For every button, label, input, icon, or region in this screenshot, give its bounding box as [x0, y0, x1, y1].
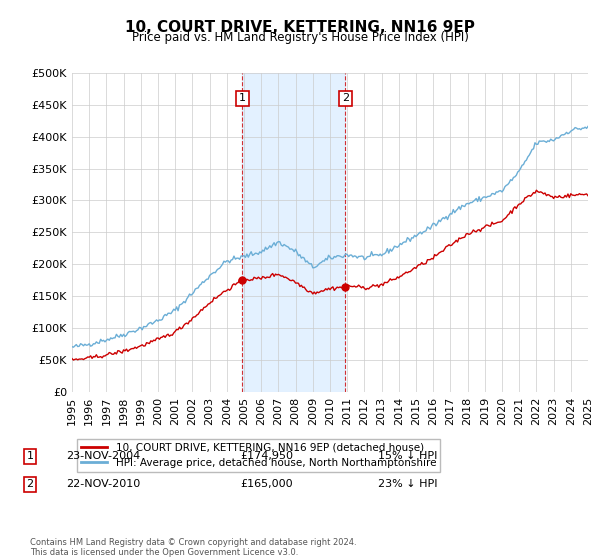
Text: 1: 1 — [239, 94, 246, 104]
Text: 22-NOV-2010: 22-NOV-2010 — [66, 479, 140, 489]
Text: 10, COURT DRIVE, KETTERING, NN16 9EP: 10, COURT DRIVE, KETTERING, NN16 9EP — [125, 20, 475, 35]
Text: £165,000: £165,000 — [240, 479, 293, 489]
Legend: 10, COURT DRIVE, KETTERING, NN16 9EP (detached house), HPI: Average price, detac: 10, COURT DRIVE, KETTERING, NN16 9EP (de… — [77, 438, 440, 472]
Text: 23-NOV-2004: 23-NOV-2004 — [66, 451, 140, 461]
Text: Price paid vs. HM Land Registry's House Price Index (HPI): Price paid vs. HM Land Registry's House … — [131, 31, 469, 44]
Text: 1: 1 — [26, 451, 34, 461]
Text: 2: 2 — [342, 94, 349, 104]
Text: 23% ↓ HPI: 23% ↓ HPI — [378, 479, 437, 489]
Text: 2: 2 — [26, 479, 34, 489]
Text: £174,950: £174,950 — [240, 451, 293, 461]
Text: Contains HM Land Registry data © Crown copyright and database right 2024.
This d: Contains HM Land Registry data © Crown c… — [30, 538, 356, 557]
Bar — [242, 73, 346, 392]
Text: 15% ↓ HPI: 15% ↓ HPI — [378, 451, 437, 461]
